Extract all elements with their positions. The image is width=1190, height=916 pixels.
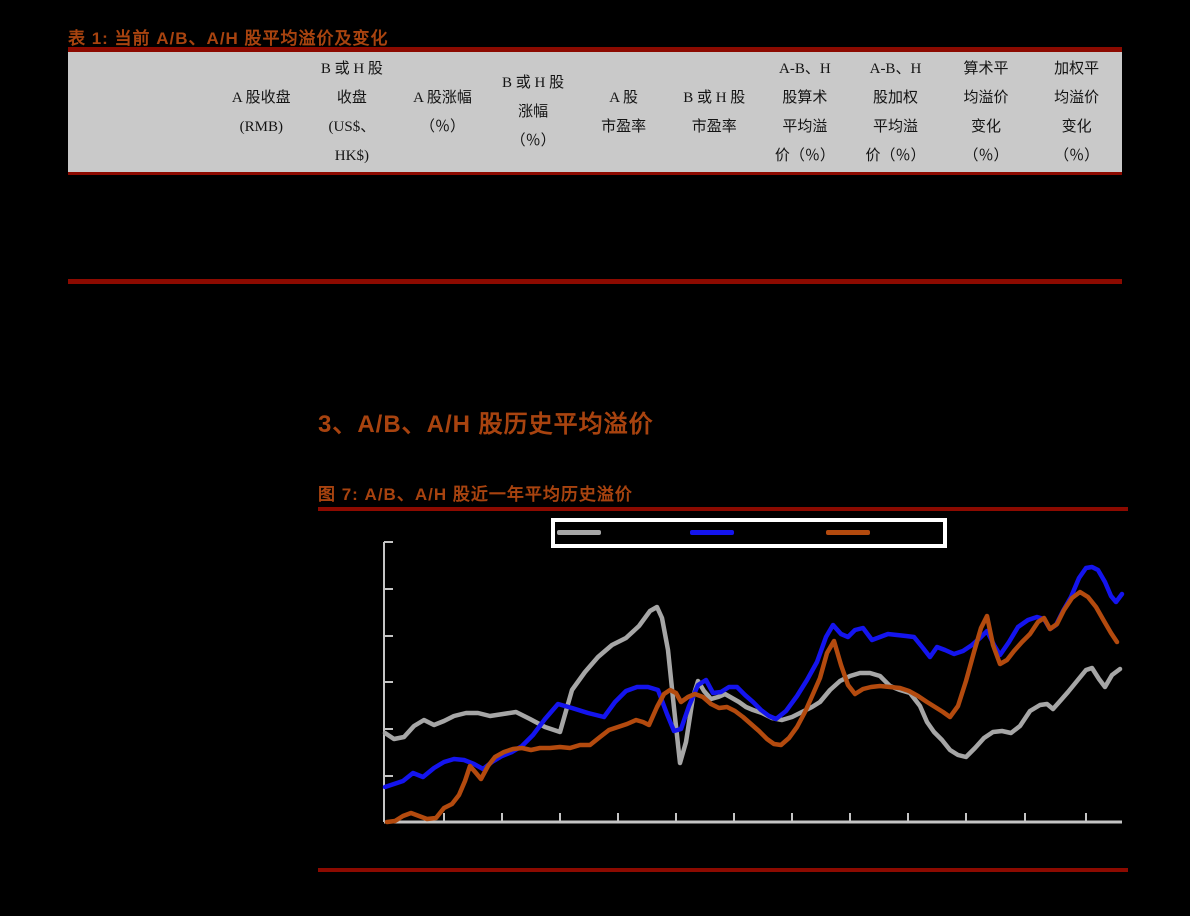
premium-history-chart bbox=[382, 541, 1125, 825]
table1-column-header-line: 变化 bbox=[971, 118, 1002, 135]
table1-column-header-line: 市盈率 bbox=[691, 118, 737, 135]
table1-column-header: B 或 H 股市盈率 bbox=[669, 52, 760, 173]
table1-column-header: A 股收盘 (RMB) bbox=[216, 52, 307, 173]
table1-column-header-line: 涨幅 bbox=[518, 104, 549, 120]
table1-column-header-line: 平均溢 bbox=[782, 118, 828, 135]
table1-top-rule bbox=[68, 47, 1122, 52]
table1-column-header-line: A 股 bbox=[609, 89, 639, 106]
table1-column-header: 加权平均溢价变化 （％） bbox=[1031, 52, 1122, 173]
table1-column-header-line: (US$、 bbox=[328, 118, 376, 135]
section-heading: 3、A/B、A/H 股历史平均溢价 bbox=[318, 411, 654, 438]
table1-column-header-line: 平均溢 bbox=[872, 118, 918, 135]
table1-column-header-line: 市盈率 bbox=[601, 118, 647, 135]
chart-legend bbox=[551, 518, 947, 548]
table1-column-header: B 或 H 股涨幅 （％） bbox=[488, 52, 579, 173]
table1-column-header bbox=[68, 52, 216, 173]
table1-column-header-line: B 或 H 股 bbox=[502, 75, 565, 91]
table1-column-header-line: 价（％） bbox=[865, 147, 926, 164]
table1-header-bottom-rule bbox=[68, 172, 1122, 175]
table1-column-header-line: B 或 H 股 bbox=[320, 60, 383, 77]
table1-column-header: B 或 H 股收盘 (US$、 HK$) bbox=[307, 52, 398, 173]
table1-column-header: A 股市盈率 bbox=[578, 52, 669, 173]
figure7-top-rule bbox=[318, 507, 1128, 511]
table1-bottom-rule bbox=[68, 279, 1122, 284]
table1-column-header-line: (RMB) bbox=[239, 118, 283, 135]
table1-column-header-line: HK$) bbox=[334, 147, 369, 164]
table1-column-header-line: 收盘 bbox=[336, 89, 367, 106]
blue-line bbox=[382, 564, 1125, 790]
table1-column-header-line: （％） bbox=[963, 147, 1009, 164]
table1-title: 表 1: 当前 A/B、A/H 股平均溢价及变化 bbox=[68, 29, 389, 48]
table1-header-row: A 股收盘 (RMB) B 或 H 股收盘 (US$、 HK$) A 股涨幅 （％） B 或 … bbox=[68, 52, 1122, 173]
legend-swatch-orange-line bbox=[826, 530, 870, 535]
table1-column-header: A-B、H 股加权平均溢价（％） bbox=[850, 52, 941, 173]
table1-column-header: A 股涨幅 （％） bbox=[397, 52, 488, 173]
table1-column-header-line: B 或 H 股 bbox=[683, 89, 746, 106]
table1-column-header-line: （％） bbox=[1054, 147, 1100, 164]
legend-swatch-blue-line bbox=[690, 530, 734, 535]
table1-column-header-line: A 股涨幅 bbox=[413, 89, 472, 106]
table1-column-header-line: 股加权 bbox=[872, 89, 918, 106]
orange-line bbox=[384, 589, 1120, 825]
gray-line bbox=[382, 604, 1123, 766]
table1-column-header-line: （％） bbox=[510, 133, 556, 149]
legend-swatch-gray-line bbox=[557, 530, 601, 535]
table1-column-header-line: 均溢价 bbox=[963, 89, 1009, 106]
table1-column-header-line: A-B、H bbox=[779, 60, 831, 77]
figure7-caption: 图 7: A/B、A/H 股近一年平均历史溢价 bbox=[318, 485, 633, 504]
table1-column-header-line: （％） bbox=[419, 118, 465, 135]
figure7-bottom-rule bbox=[318, 868, 1128, 872]
table1-column-header-line: 算术平 bbox=[963, 60, 1009, 77]
table1-column-header-line: 均溢价 bbox=[1054, 89, 1100, 106]
table1-column-header-line: 加权平 bbox=[1054, 60, 1100, 77]
table1-column-header-line: 股算术 bbox=[782, 89, 828, 106]
table1-column-header-line: A-B、H bbox=[869, 60, 922, 77]
table1-column-header: A-B、H 股算术平均溢价（％） bbox=[760, 52, 851, 173]
table1-column-header-line: 变化 bbox=[1061, 118, 1092, 135]
table1-column-header: 算术平均溢价变化 （％） bbox=[941, 52, 1032, 173]
table1-column-header-line: A 股收盘 bbox=[231, 89, 291, 106]
table1-column-header-line: 价（％） bbox=[774, 147, 835, 164]
